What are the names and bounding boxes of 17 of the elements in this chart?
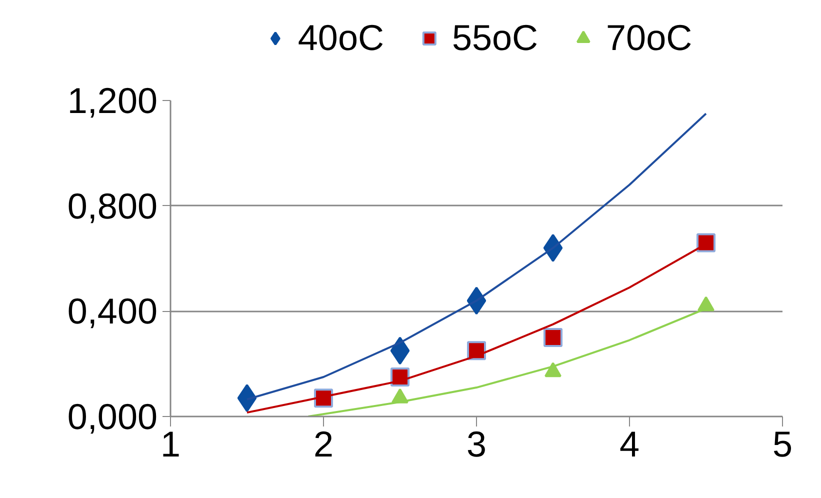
point [696, 233, 716, 252]
x-tick-label: 2 [313, 424, 334, 464]
point [314, 388, 333, 408]
y-tick-label: 0,800 [67, 185, 158, 226]
y-tick-label: 0,000 [67, 396, 158, 437]
x-tick-label: 5 [772, 424, 793, 464]
point [237, 384, 257, 412]
point [544, 328, 562, 347]
legend-label: 70oC [606, 16, 692, 58]
x-tick-label: 3 [466, 424, 487, 464]
legend-label: 40oC [298, 16, 384, 58]
legend-label: 55oC [452, 16, 538, 58]
x-tick-label: 4 [619, 424, 640, 464]
x-tick-label: 1 [160, 424, 181, 464]
y-tick-label: 0,400 [67, 290, 158, 332]
point [390, 336, 410, 365]
y-tick-label: 1,200 [67, 80, 158, 121]
